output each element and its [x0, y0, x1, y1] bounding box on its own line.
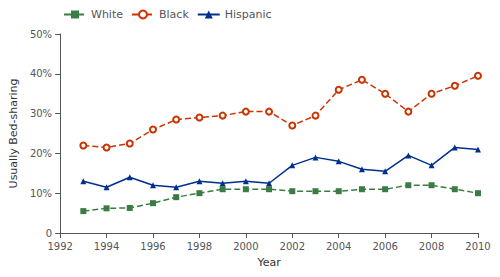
svg-text:Hispanic: Hispanic — [225, 8, 272, 21]
svg-text:10%: 10% — [30, 188, 52, 199]
svg-text:0: 0 — [46, 228, 52, 239]
svg-text:30%: 30% — [30, 108, 52, 119]
svg-text:2002: 2002 — [280, 241, 305, 252]
svg-text:2010: 2010 — [465, 241, 490, 252]
svg-text:2008: 2008 — [419, 241, 444, 252]
svg-text:2000: 2000 — [233, 241, 258, 252]
svg-text:Year: Year — [256, 256, 281, 269]
svg-text:2004: 2004 — [326, 241, 351, 252]
svg-text:White: White — [91, 8, 123, 21]
svg-text:20%: 20% — [30, 148, 52, 159]
svg-text:1992: 1992 — [47, 241, 72, 252]
svg-text:Usually Bed-sharing: Usually Bed-sharing — [7, 79, 20, 189]
svg-text:1998: 1998 — [187, 241, 212, 252]
svg-text:1994: 1994 — [94, 241, 119, 252]
svg-text:40%: 40% — [30, 68, 52, 79]
svg-text:1996: 1996 — [140, 241, 165, 252]
svg-text:50%: 50% — [30, 29, 52, 40]
svg-text:2006: 2006 — [372, 241, 397, 252]
svg-text:Black: Black — [159, 8, 189, 21]
